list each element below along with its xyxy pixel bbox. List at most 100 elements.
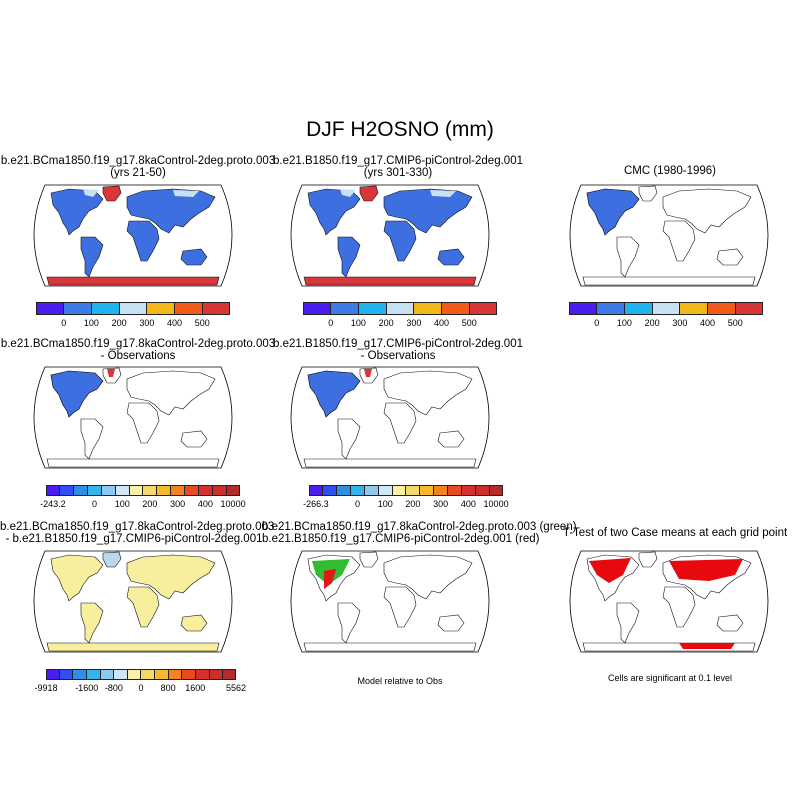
continent-australia — [180, 614, 208, 632]
panel2-colorbar — [303, 302, 498, 315]
colorbar-tick-label: -243.2 — [40, 499, 66, 509]
panel6-title-line1: b.e21.BCma1850.f19_g17.8kaControl-2deg.p… — [0, 521, 275, 533]
colorbar-swatch — [736, 302, 764, 315]
colorbar-swatch — [448, 485, 463, 496]
snow-high-arctic — [340, 189, 356, 197]
panel4-title-line1: b.e21.BCma1850.f19_g17.8kaControl-2deg.p… — [0, 338, 276, 350]
panel1-title-line2: (yrs 21-50) — [110, 167, 166, 179]
colorbar-swatch — [199, 485, 214, 496]
continent-south-america — [80, 602, 104, 644]
continent-south-america — [337, 418, 361, 460]
continent-greenland — [102, 367, 122, 384]
colorbar-tick-label: 0 — [138, 683, 144, 693]
panel6-colorbar-frame — [46, 669, 236, 680]
bias-greenland — [364, 369, 372, 377]
colorbar-tick-label: 400 — [700, 318, 716, 328]
panel4-colorbar — [46, 485, 240, 496]
colorbar-swatch — [147, 302, 176, 315]
panel5-title-line2: - Observations — [360, 350, 436, 362]
colorbar-tick-label: 400 — [167, 318, 183, 328]
snow-north-america — [586, 188, 640, 236]
colorbar-tick-label: -800 — [104, 683, 123, 693]
colorbar-swatch — [119, 302, 148, 315]
panel8-title-line1: T-Test of two Case means at each grid po… — [562, 527, 788, 539]
colorbar-swatch — [489, 485, 503, 496]
continent-south-america — [337, 236, 361, 278]
continent-australia — [716, 248, 744, 266]
continent-south-america — [337, 602, 361, 644]
colorbar-swatch — [155, 669, 169, 680]
panel6-colorbar-ticks: -9918 -1600 -800 0 800 1600 5562 — [34, 683, 246, 695]
colorbar-swatch — [196, 669, 210, 680]
continent-africa — [383, 402, 417, 444]
continent-australia — [437, 614, 465, 632]
colorbar-tick-label: 300 — [139, 318, 155, 328]
colorbar-swatch — [350, 485, 365, 496]
panel2-colorbar-frame — [303, 302, 497, 315]
colorbar-tick-label: 5562 — [225, 683, 247, 693]
colorbar-swatch — [470, 302, 498, 315]
continent-greenland — [102, 185, 122, 202]
colorbar-swatch — [209, 669, 224, 680]
colorbar-tick-label: 0 — [61, 318, 67, 328]
panel3-colorbar-ticks: 0 100 200 300 400 500 — [569, 318, 763, 330]
panel5-map — [290, 366, 490, 469]
panel1-title: b.e21.BCma1850.f19_g17.8kaControl-2deg.p… — [0, 155, 276, 179]
colorbar-tick-label: 300 — [170, 499, 186, 509]
colorbar-tick-label: 0 — [91, 499, 98, 509]
colorbar-tick-label: 200 — [644, 318, 660, 328]
colorbar-tick-label: 300 — [433, 499, 449, 509]
snow-north-america — [307, 370, 361, 418]
colorbar-swatch — [46, 669, 60, 680]
colorbar-tick-label: 200 — [111, 318, 127, 328]
continent-antarctica — [303, 458, 477, 468]
panel6-title-line2: - b.e21.B1850.f19_g17.CMIP6-piControl-2d… — [5, 533, 263, 545]
panel8-map — [569, 550, 769, 653]
colorbar-swatch — [73, 485, 88, 496]
colorbar-swatch — [141, 669, 156, 680]
panel8-caption: Cells are significant at 0.1 level — [607, 673, 733, 683]
colorbar-swatch — [157, 485, 172, 496]
panel6-map — [33, 550, 233, 653]
continent-north-america — [586, 554, 640, 602]
colorbar-swatch — [392, 485, 407, 496]
ttest-antarctica — [679, 643, 735, 649]
colorbar-swatch — [59, 669, 74, 680]
panel5-colorbar-frame — [309, 485, 503, 496]
colorbar-swatch — [127, 669, 142, 680]
snow-siberia-high — [430, 190, 456, 197]
colorbar-swatch — [358, 302, 387, 315]
continent-antarctica — [46, 458, 220, 468]
panel6-colorbar — [46, 669, 236, 680]
continent-eurasia — [126, 554, 216, 600]
snow-high-arctic — [83, 189, 99, 197]
colorbar-swatch — [378, 485, 393, 496]
colorbar-tick-label: 100 — [83, 318, 99, 328]
panel2-title-line2: (yrs 301-330) — [363, 167, 433, 179]
continent-greenland — [102, 551, 122, 568]
colorbar-tick-label: 0 — [328, 318, 334, 328]
colorbar-tick-label: 1600 — [185, 683, 206, 693]
colorbar-swatch — [386, 302, 415, 315]
colorbar-tick-label: 400 — [434, 318, 450, 328]
colorbar-swatch — [168, 669, 183, 680]
ttest-eurasia — [669, 559, 743, 581]
colorbar-swatch — [63, 302, 92, 315]
colorbar-tick-label: 100 — [616, 318, 632, 328]
colorbar-swatch — [322, 485, 337, 496]
colorbar-swatch — [680, 302, 709, 315]
colorbar-swatch — [182, 669, 197, 680]
continent-eurasia — [383, 188, 473, 234]
continent-africa — [126, 586, 160, 628]
continent-africa — [126, 402, 160, 444]
colorbar-swatch — [406, 485, 421, 496]
panel8-title: T-Test of two Case means at each grid po… — [555, 527, 795, 539]
panel1-colorbar-frame — [36, 302, 230, 315]
colorbar-tick-label: 800 — [160, 683, 176, 693]
continent-north-america — [50, 188, 104, 236]
panel2-title-line1: b.e21.B1850.f19_g17.CMIP6-piControl-2deg… — [273, 155, 523, 167]
panel1-colorbar-ticks: 0 100 200 300 400 500 — [36, 318, 230, 330]
continent-australia — [180, 430, 208, 448]
panel7-title: b.e21.BCma1850.f19_g17.8kaControl-2deg.p… — [262, 521, 577, 545]
panel4-title-line2: - Observations — [100, 350, 176, 362]
